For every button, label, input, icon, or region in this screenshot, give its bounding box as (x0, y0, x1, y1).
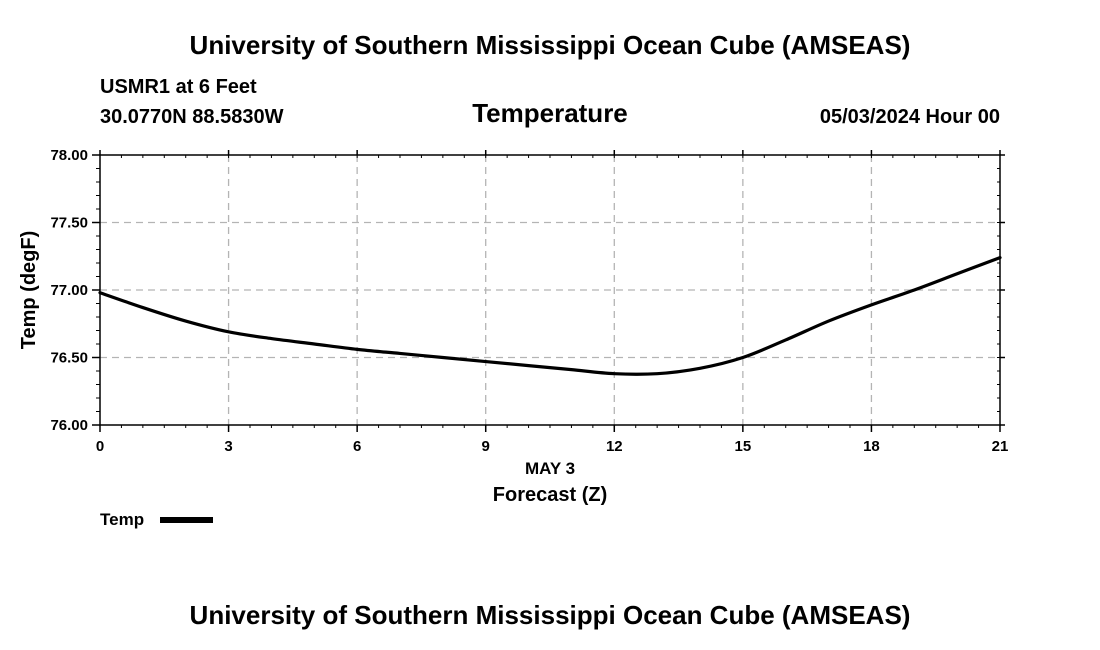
x-tick-label: 18 (863, 438, 880, 455)
station-label: USMR1 at 6 Feet (100, 76, 257, 98)
coordinates-label: 30.0770N 88.5830W (100, 106, 284, 128)
x-tick-label: 3 (224, 438, 232, 455)
y-tick-label: 77.00 (50, 282, 88, 299)
y-tick-label: 76.00 (50, 417, 88, 434)
x-tick-label: 0 (96, 438, 104, 455)
legend-swatch-temp (160, 517, 213, 523)
legend-label-temp: Temp (100, 510, 145, 529)
page-title-bottom: University of Southern Mississippi Ocean… (189, 600, 911, 630)
page-title-top: University of Southern Mississippi Ocean… (189, 30, 911, 60)
y-tick-label: 77.50 (50, 215, 88, 232)
x-tick-label: 21 (992, 438, 1009, 455)
x-tick-label: 9 (482, 438, 490, 455)
datetime-label: 05/03/2024 Hour 00 (819, 106, 1000, 128)
y-tick-label: 76.50 (50, 350, 88, 367)
plot-frame (99, 154, 1001, 426)
x-tick-label: 12 (606, 438, 623, 455)
x-axis-date-label: MAY 3 (525, 459, 575, 478)
chart-title: Temperature (472, 98, 628, 128)
x-tick-label: 6 (353, 438, 361, 455)
x-tick-label: 15 (735, 438, 752, 455)
x-axis-label: Forecast (Z) (493, 484, 607, 506)
y-axis-label: Temp (degF) (18, 231, 40, 350)
y-tick-label: 78.00 (50, 147, 88, 164)
series-line-temp (98, 256, 1002, 376)
